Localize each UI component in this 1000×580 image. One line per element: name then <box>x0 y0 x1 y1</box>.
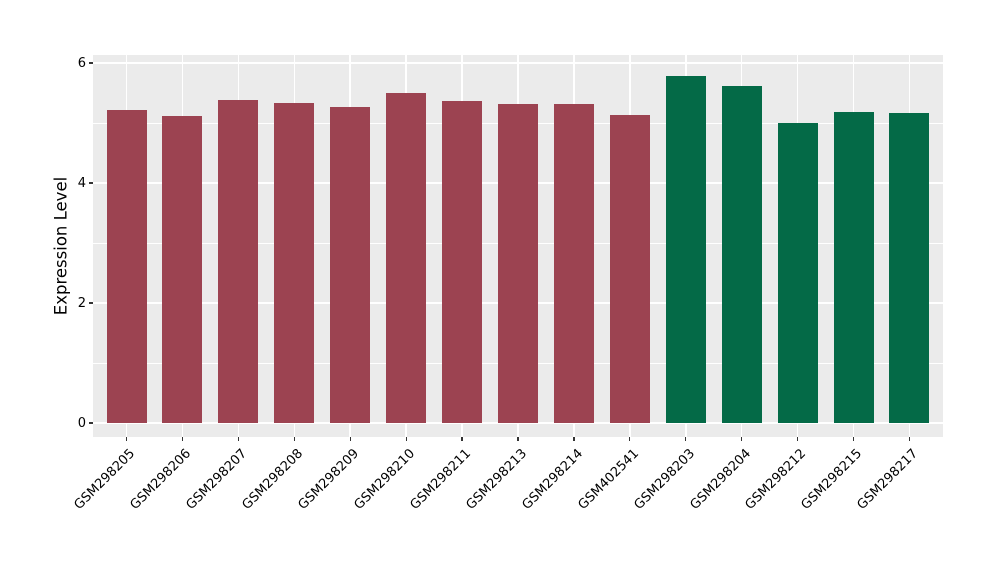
x-axis-tick-mark <box>797 437 799 441</box>
x-axis-tick-mark <box>573 437 575 441</box>
y-axis-tick-mark <box>89 422 93 424</box>
plot-panel <box>93 55 943 437</box>
bar-GSM298214 <box>553 104 594 423</box>
bar-GSM298212 <box>777 123 818 423</box>
x-axis-tick-mark <box>629 437 631 441</box>
bar-GSM298209 <box>330 107 371 423</box>
bar-GSM298211 <box>442 101 483 423</box>
x-axis-tick-mark <box>517 437 519 441</box>
y-axis-tick-mark <box>89 182 93 184</box>
y-tick-label: 4 <box>77 175 86 191</box>
bar-GSM298217 <box>889 113 930 423</box>
bar-GSM298208 <box>274 102 315 423</box>
y-tick-label: 6 <box>77 55 86 71</box>
y-axis-tick-mark <box>89 302 93 304</box>
y-axis-title: Expression Level <box>51 176 71 316</box>
bar-GSM298206 <box>162 116 203 423</box>
bar-GSM298203 <box>665 75 706 423</box>
bar-GSM298204 <box>721 86 762 423</box>
x-axis-tick-mark <box>125 437 128 441</box>
x-axis-tick-mark <box>293 437 295 441</box>
y-axis-tick-mark <box>89 62 93 64</box>
x-axis-tick-mark <box>405 437 407 441</box>
bar-GSM298207 <box>218 99 259 423</box>
x-axis-tick-mark <box>349 437 351 441</box>
x-axis-tick-mark <box>461 437 463 441</box>
x-axis-tick-mark <box>685 437 687 441</box>
bar-GSM298205 <box>106 110 147 423</box>
x-axis-tick-mark <box>237 437 239 441</box>
bar-GSM402541 <box>609 114 650 423</box>
x-axis-tick-mark <box>741 437 743 441</box>
y-tick-label: 0 <box>77 415 86 431</box>
x-tick-label: GSM298217 <box>854 446 922 513</box>
x-axis-tick-mark <box>852 437 855 441</box>
x-axis-tick-mark <box>181 437 184 441</box>
x-axis-tick-mark <box>908 437 911 441</box>
y-tick-label: 2 <box>77 295 86 311</box>
bar-GSM298213 <box>498 104 538 423</box>
bar-GSM298210 <box>386 93 427 423</box>
bar-GSM298215 <box>833 112 874 423</box>
